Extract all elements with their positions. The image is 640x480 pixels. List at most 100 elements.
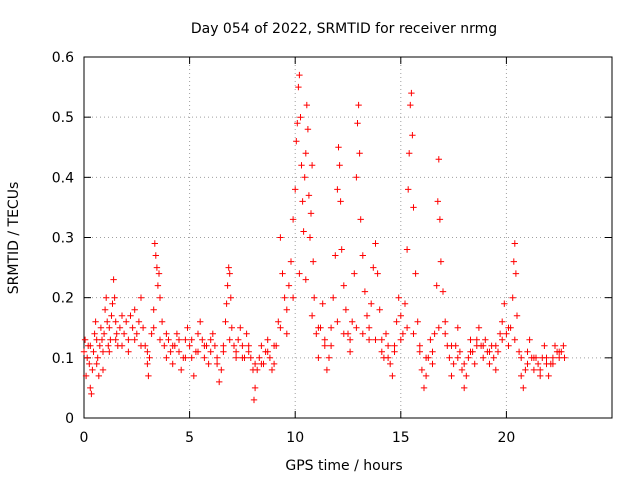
data-point — [131, 306, 138, 313]
data-point — [330, 294, 337, 301]
data-point — [88, 390, 95, 398]
data-point — [389, 372, 396, 380]
data-point — [302, 150, 309, 157]
data-point — [153, 264, 161, 271]
data-point — [395, 294, 402, 301]
data-point — [139, 324, 147, 331]
data-point — [81, 336, 89, 343]
data-point — [524, 348, 531, 355]
data-point — [135, 318, 143, 325]
data-point — [184, 324, 191, 331]
data-point — [496, 330, 504, 337]
data-point — [216, 378, 223, 386]
data-point — [327, 342, 335, 349]
data-point — [186, 342, 193, 349]
data-point — [340, 330, 347, 337]
data-point — [407, 101, 414, 109]
data-point — [294, 120, 301, 127]
data-point — [461, 384, 468, 392]
data-point — [418, 366, 426, 374]
data-point — [310, 258, 317, 265]
data-point — [146, 354, 153, 361]
data-point — [245, 348, 252, 355]
data-point — [182, 354, 189, 361]
data-point — [414, 318, 421, 325]
data-point — [505, 342, 512, 349]
data-point — [346, 336, 354, 343]
data-point — [494, 348, 502, 355]
data-point — [98, 336, 106, 343]
y-tick-label: 0.4 — [52, 170, 74, 186]
data-point — [84, 354, 91, 361]
data-point — [346, 348, 354, 355]
data-point — [372, 336, 379, 343]
data-point — [308, 312, 316, 319]
data-point — [99, 366, 107, 374]
data-point — [270, 360, 278, 368]
data-point — [486, 348, 493, 355]
data-point — [94, 354, 101, 361]
data-point — [403, 324, 411, 331]
data-point — [503, 330, 510, 337]
data-point — [112, 336, 119, 343]
data-point — [103, 294, 110, 301]
data-point — [306, 234, 314, 241]
data-point — [190, 372, 197, 380]
data-point — [372, 240, 379, 247]
data-point — [349, 318, 356, 325]
data-point — [437, 258, 445, 265]
data-point — [436, 216, 444, 223]
data-point — [89, 366, 96, 374]
data-point — [382, 330, 390, 337]
data-point — [384, 354, 392, 361]
data-point — [530, 366, 538, 374]
data-point — [137, 294, 145, 301]
data-point — [465, 354, 472, 361]
data-point — [207, 336, 214, 343]
data-point — [433, 282, 440, 289]
data-point — [275, 318, 282, 325]
data-point — [258, 342, 265, 349]
data-point — [110, 276, 117, 283]
data-point — [175, 336, 183, 343]
data-point — [106, 324, 113, 331]
data-point — [120, 330, 128, 337]
data-point — [127, 312, 134, 319]
data-point — [218, 366, 225, 374]
data-point — [534, 360, 542, 368]
data-point — [133, 330, 140, 337]
data-point — [118, 312, 126, 319]
y-tick-label: 0.1 — [52, 351, 74, 367]
data-point — [95, 372, 102, 380]
data-point — [378, 336, 385, 343]
data-point — [492, 342, 499, 349]
data-point — [156, 294, 164, 301]
data-point — [169, 342, 176, 349]
data-point — [513, 312, 521, 319]
data-point — [258, 360, 265, 368]
plot-frame — [83, 56, 613, 419]
data-point — [296, 270, 303, 277]
data-point — [245, 342, 252, 349]
data-point — [285, 282, 293, 289]
data-point — [96, 342, 103, 349]
data-point — [97, 324, 105, 331]
data-point — [450, 360, 457, 368]
data-point — [194, 330, 202, 337]
data-point — [300, 228, 307, 235]
data-point — [332, 252, 339, 259]
data-point — [446, 354, 453, 361]
data-point — [549, 354, 557, 361]
data-point — [295, 83, 302, 91]
data-point — [340, 282, 347, 289]
data-point — [105, 342, 112, 349]
data-point — [264, 348, 271, 355]
data-point — [254, 366, 261, 374]
data-point — [368, 300, 375, 307]
data-point — [357, 216, 364, 223]
data-point — [250, 396, 258, 404]
x-tick-label: 10 — [286, 430, 304, 446]
data-point — [501, 300, 508, 307]
data-point — [458, 366, 466, 374]
